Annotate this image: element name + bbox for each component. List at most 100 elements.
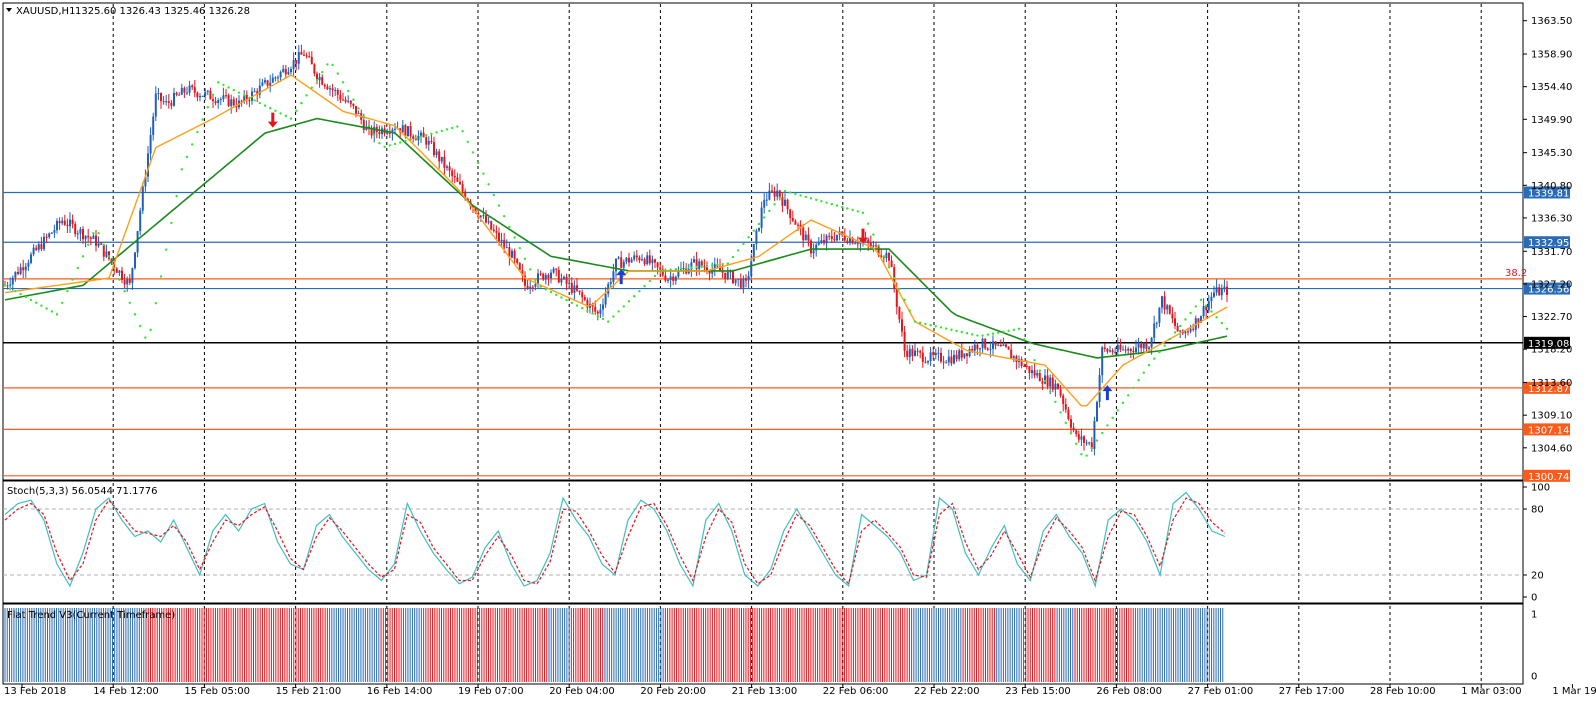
sar-dot xyxy=(965,332,969,335)
sell-arrow-icon xyxy=(267,112,278,128)
candle-body xyxy=(638,257,641,261)
x-tick-label: 14 Feb 12:00 xyxy=(93,686,159,697)
candle-body xyxy=(742,278,745,288)
candle-body xyxy=(1220,289,1223,296)
candle-body xyxy=(118,270,121,273)
sar-dot xyxy=(809,197,813,200)
sar-dot xyxy=(1225,327,1229,331)
candle-body xyxy=(890,260,893,268)
candle-body xyxy=(586,299,589,308)
candle-body xyxy=(633,255,636,260)
candle-body xyxy=(287,72,290,75)
candle-body xyxy=(989,348,992,350)
x-tick-label: 20 Feb 04:00 xyxy=(549,686,615,697)
candle-body xyxy=(750,261,753,276)
level-price-tag xyxy=(1524,469,1570,482)
sar-dot xyxy=(331,63,334,67)
level-price-tag xyxy=(1524,186,1570,199)
candle-body xyxy=(427,140,430,145)
candle-body xyxy=(1161,296,1163,308)
sar-dot xyxy=(71,278,74,281)
sar-dot xyxy=(549,290,553,294)
candle-body xyxy=(609,281,612,284)
candle-body xyxy=(1031,370,1033,373)
candle-body xyxy=(555,268,558,270)
sar-dot xyxy=(617,310,620,313)
candle-body xyxy=(115,268,118,273)
price-panel[interactable] xyxy=(2,2,1524,481)
candle-body xyxy=(997,344,1000,346)
candle-body xyxy=(641,259,643,261)
sar-dot xyxy=(1142,371,1146,374)
sar-dot xyxy=(700,265,703,268)
candle-body xyxy=(417,135,420,141)
candle-body xyxy=(1145,343,1148,349)
candle-body xyxy=(201,95,204,97)
candle-body xyxy=(435,151,438,155)
sar-dot xyxy=(477,161,480,165)
candle-body xyxy=(19,267,22,274)
candle-body xyxy=(960,350,963,358)
candle-body xyxy=(191,85,194,88)
candle-body xyxy=(719,266,721,271)
sar-dot xyxy=(1215,316,1218,319)
sar-dot xyxy=(300,101,303,105)
candle-body xyxy=(56,220,58,231)
sar-dot xyxy=(575,304,579,307)
sar-dot xyxy=(1007,329,1010,333)
candle-body xyxy=(1072,427,1075,431)
slow-ma-line xyxy=(4,117,1228,359)
sar-dot xyxy=(950,328,953,331)
candle-body xyxy=(459,181,461,185)
candle-body xyxy=(422,132,425,138)
candle-body xyxy=(1142,343,1145,349)
candle-body xyxy=(979,348,981,350)
sar-dot xyxy=(383,145,386,149)
sar-dot xyxy=(882,255,885,258)
candle-body xyxy=(568,283,571,285)
sar-dot xyxy=(253,99,256,102)
candle-body xyxy=(812,250,815,254)
candle-body xyxy=(534,283,537,287)
candle-body xyxy=(828,235,831,237)
candle-body xyxy=(6,285,9,287)
sar-dot xyxy=(180,168,183,171)
candle-body xyxy=(269,82,272,86)
sar-dot xyxy=(133,313,137,316)
candle-body xyxy=(732,271,734,284)
candle-body xyxy=(105,251,108,257)
candle-body xyxy=(700,261,703,267)
buy-arrow-icon xyxy=(1102,385,1113,401)
flat-trend-panel[interactable] xyxy=(2,603,1524,685)
sar-dot xyxy=(565,298,568,302)
candle-body xyxy=(1007,346,1010,350)
sar-dot xyxy=(934,325,937,328)
sar-dot xyxy=(924,322,927,326)
sar-dot xyxy=(783,189,787,193)
sar-dot xyxy=(1137,379,1140,382)
sar-dot xyxy=(440,129,443,133)
candle-body xyxy=(495,231,498,233)
candle-body xyxy=(17,271,19,274)
price-tick-label: 1327.20 xyxy=(1531,279,1572,290)
candle-body xyxy=(661,269,664,276)
sar-dot xyxy=(534,278,537,282)
candle-body xyxy=(542,273,545,280)
sar-dot xyxy=(856,210,859,213)
candle-body xyxy=(144,176,147,187)
sar-dot xyxy=(1173,331,1177,334)
sar-dot xyxy=(66,289,69,293)
candle-body xyxy=(279,72,282,78)
stochastic-panel[interactable] xyxy=(2,480,1524,604)
sar-dot xyxy=(466,140,469,143)
sar-dot xyxy=(196,130,199,134)
candle-body xyxy=(984,338,987,349)
sar-dot xyxy=(976,334,979,337)
sar-dot xyxy=(773,203,776,206)
collapse-triangle-icon[interactable] xyxy=(6,8,12,12)
candle-body xyxy=(43,236,45,250)
candle-body xyxy=(773,191,776,197)
sar-dot xyxy=(529,268,532,271)
